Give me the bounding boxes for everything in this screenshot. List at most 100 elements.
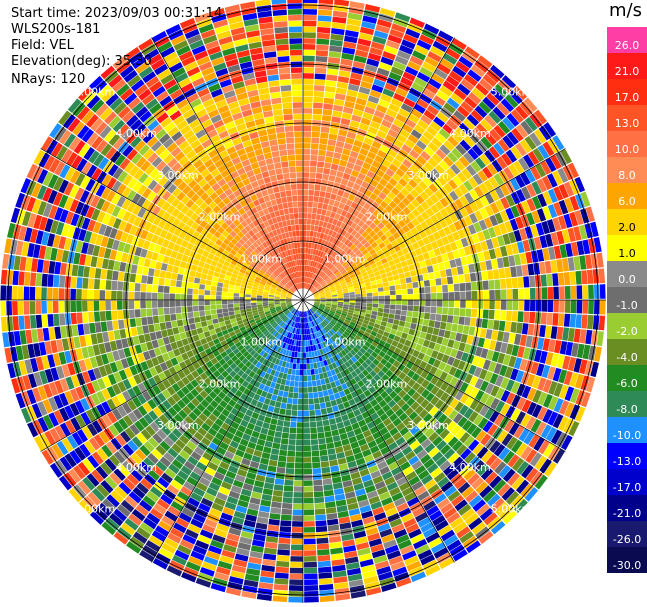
- velocity-gate: [352, 337, 360, 344]
- velocity-gate: [423, 109, 436, 121]
- velocity-gate: [490, 397, 500, 410]
- velocity-gate: [458, 316, 465, 325]
- velocity-gate: [290, 544, 303, 551]
- velocity-gate: [427, 157, 439, 168]
- velocity-gate: [349, 297, 356, 300]
- velocity-gate: [250, 300, 257, 303]
- velocity-gate: [222, 308, 229, 313]
- velocity-gate: [318, 278, 324, 284]
- velocity-gate: [557, 167, 569, 183]
- velocity-gate: [280, 520, 292, 527]
- velocity-gate: [303, 247, 306, 254]
- velocity-gate: [309, 421, 317, 428]
- velocity-gate: [58, 288, 65, 300]
- velocity-gate: [407, 294, 414, 300]
- velocity-gate: [401, 39, 416, 50]
- velocity-gate: [454, 401, 464, 413]
- velocity-gate: [321, 312, 328, 317]
- velocity-gate: [361, 215, 369, 223]
- velocity-gate: [338, 318, 345, 323]
- velocity-gate: [414, 233, 422, 242]
- velocity-gate: [311, 273, 315, 279]
- velocity-gate: [330, 336, 336, 342]
- velocity-gate: [315, 514, 327, 521]
- velocity-gate: [392, 417, 402, 427]
- velocity-gate: [561, 229, 571, 244]
- velocity-gate: [276, 467, 286, 474]
- velocity-gate: [442, 307, 449, 315]
- velocity-gate: [181, 312, 188, 320]
- velocity-gate: [313, 292, 319, 296]
- velocity-gate: [303, 404, 309, 411]
- velocity-gate: [350, 370, 358, 378]
- velocity-gate: [442, 300, 449, 308]
- velocity-gate: [462, 226, 472, 237]
- velocity-gate: [485, 395, 495, 407]
- velocity-gate: [182, 275, 189, 282]
- velocity-gate: [488, 309, 495, 320]
- velocity-gate: [475, 346, 483, 357]
- velocity-gate: [455, 332, 463, 342]
- velocity-gate: [362, 344, 369, 351]
- velocity-gate: [303, 486, 314, 492]
- velocity-gate: [371, 252, 379, 259]
- velocity-gate: [312, 249, 317, 255]
- velocity-gate: [304, 596, 319, 603]
- velocity-gate: [552, 413, 564, 429]
- velocity-gate: [410, 189, 420, 199]
- velocity-gate: [312, 306, 317, 311]
- velocity-gate: [319, 191, 326, 198]
- velocity-gate: [482, 73, 497, 88]
- velocity-gate: [187, 282, 194, 289]
- velocity-gate: [296, 422, 303, 428]
- velocity-gate: [331, 306, 337, 309]
- velocity-gate: [451, 323, 458, 333]
- velocity-gate: [450, 348, 458, 358]
- velocity-gate: [509, 494, 524, 510]
- velocity-gate: [468, 92, 482, 105]
- velocity-gate: [140, 308, 147, 318]
- velocity-gate: [466, 354, 475, 364]
- velocity-gate: [398, 412, 409, 422]
- velocity-gate: [309, 286, 314, 291]
- velocity-gate: [344, 276, 351, 281]
- velocity-gate: [407, 347, 415, 355]
- velocity-gate: [323, 267, 329, 273]
- velocity-gate: [425, 392, 435, 402]
- velocity-gate: [317, 277, 323, 283]
- velocity-gate: [521, 186, 532, 200]
- velocity-gate: [336, 287, 342, 291]
- velocity-gate: [93, 300, 100, 311]
- velocity-gate: [337, 303, 344, 307]
- velocity-gate: [391, 23, 407, 34]
- velocity-gate: [392, 173, 402, 182]
- velocity-gate: [484, 204, 494, 217]
- velocity-gate: [309, 266, 312, 272]
- velocity-gate: [313, 274, 318, 280]
- velocity-gate: [493, 479, 507, 493]
- velocity-gate: [324, 289, 331, 293]
- velocity-gate: [331, 22, 346, 30]
- velocity-gate: [378, 300, 385, 304]
- velocity-gate: [342, 172, 351, 181]
- velocity-gate: [326, 315, 332, 321]
- velocity-gate: [337, 274, 343, 280]
- velocity-gate: [488, 248, 497, 260]
- velocity-gate: [581, 314, 588, 329]
- velocity-gate: [321, 413, 329, 421]
- velocity-gate: [300, 346, 303, 353]
- velocity-gate: [498, 268, 506, 279]
- velocity-gate: [435, 278, 442, 286]
- velocity-gate: [60, 262, 67, 276]
- velocity-gate: [508, 355, 517, 368]
- velocity-gate: [361, 397, 370, 406]
- velocity-gate: [351, 114, 362, 123]
- velocity-gate: [388, 71, 402, 82]
- velocity-gate: [383, 196, 393, 205]
- velocity-gate: [228, 307, 234, 312]
- velocity-gate: [391, 158, 402, 168]
- velocity-gate: [376, 205, 385, 214]
- velocity-gate: [323, 286, 330, 291]
- velocity-gate: [378, 303, 385, 309]
- velocity-gate: [446, 97, 460, 110]
